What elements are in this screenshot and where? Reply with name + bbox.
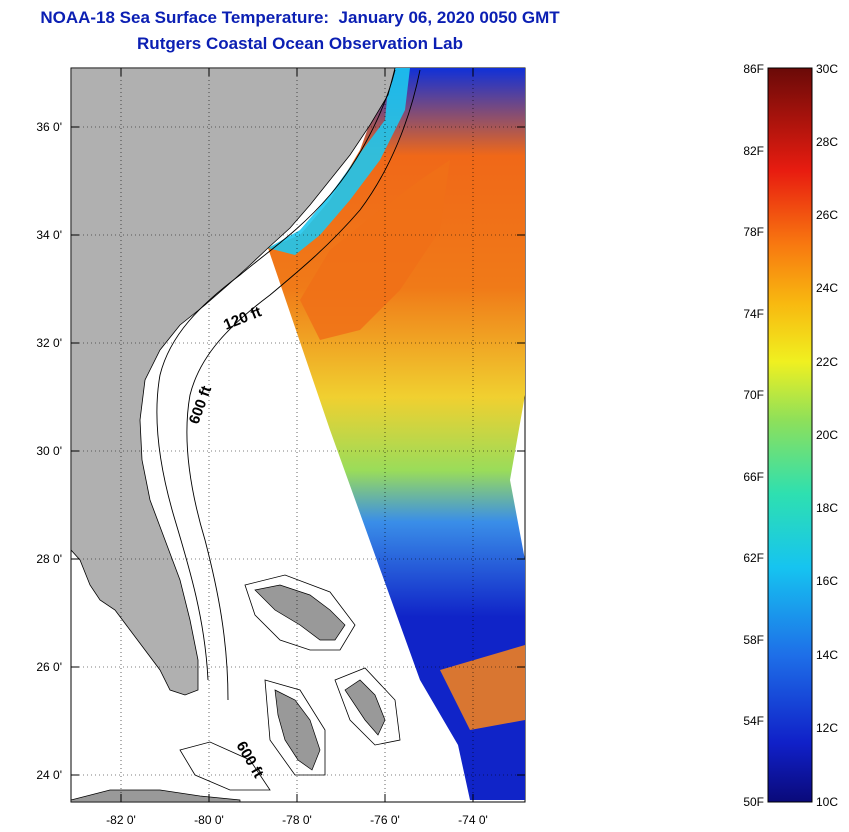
contour-bahamas bbox=[179, 574, 401, 791]
lat-label: 36 0' bbox=[36, 120, 62, 134]
colorbar-f-label: 62F bbox=[743, 551, 764, 565]
colorbar-f-label: 70F bbox=[743, 388, 764, 402]
colorbar-f-label: 74F bbox=[743, 307, 764, 321]
map-title: NOAA-18 Sea Surface Temperature: January… bbox=[40, 8, 560, 27]
colorbar-f-label: 86F bbox=[743, 62, 764, 76]
lat-label: 30 0' bbox=[36, 444, 62, 458]
lat-label: 26 0' bbox=[36, 660, 62, 674]
colorbar-f-label: 82F bbox=[743, 144, 764, 158]
colorbar-c-label: 16C bbox=[816, 574, 838, 588]
lon-label: -80 0' bbox=[194, 813, 224, 827]
map-subtitle: Rutgers Coastal Ocean Observation Lab bbox=[137, 34, 463, 53]
lon-label: -76 0' bbox=[370, 813, 400, 827]
colorbar-f-label: 50F bbox=[743, 795, 764, 809]
contour-120ft bbox=[156, 69, 396, 681]
axis-ticks bbox=[71, 68, 525, 802]
lon-label: -82 0' bbox=[106, 813, 136, 827]
colorbar-c-label: 22C bbox=[816, 355, 838, 369]
lat-label: 34 0' bbox=[36, 228, 62, 242]
colorbar-c-label: 18C bbox=[816, 501, 838, 515]
colorbar-c-label: 26C bbox=[816, 208, 838, 222]
colorbar-gradient bbox=[767, 67, 813, 803]
colorbar-c-label: 20C bbox=[816, 428, 838, 442]
contour-600ft bbox=[186, 69, 421, 701]
colorbar-c-label: 14C bbox=[816, 648, 838, 662]
colorbar-c-label: 24C bbox=[816, 281, 838, 295]
colorbar: 86F 82F 78F 74F 70F 66F 62F 58F 54F 50F … bbox=[743, 62, 838, 809]
gulf-stream-south-patch bbox=[440, 645, 525, 730]
lon-label: -74 0' bbox=[458, 813, 488, 827]
land-mainland bbox=[71, 68, 396, 696]
colorbar-f-label: 54F bbox=[743, 714, 764, 728]
colorbar-c-label: 12C bbox=[816, 721, 838, 735]
land-cuba bbox=[71, 789, 241, 802]
colorbar-c-label: 30C bbox=[816, 62, 838, 76]
land-bahamas-andros bbox=[274, 689, 321, 771]
colorbar-c-label: 10C bbox=[816, 795, 838, 809]
land-bahamas-grand bbox=[254, 584, 346, 641]
cold-coastal-band bbox=[268, 68, 410, 255]
map-panel: 120 ft 600 ft 600 ft 36 0' 34 0' 32 0' 3… bbox=[36, 67, 526, 827]
colorbar-f-label: 78F bbox=[743, 225, 764, 239]
lon-label: -78 0' bbox=[282, 813, 312, 827]
colorbar-c-label: 28C bbox=[816, 135, 838, 149]
lat-label: 32 0' bbox=[36, 336, 62, 350]
colorbar-f-label: 58F bbox=[743, 633, 764, 647]
lat-label: 28 0' bbox=[36, 552, 62, 566]
lat-label: 24 0' bbox=[36, 768, 62, 782]
warm-core-patch bbox=[300, 160, 450, 340]
colorbar-f-label: 66F bbox=[743, 470, 764, 484]
